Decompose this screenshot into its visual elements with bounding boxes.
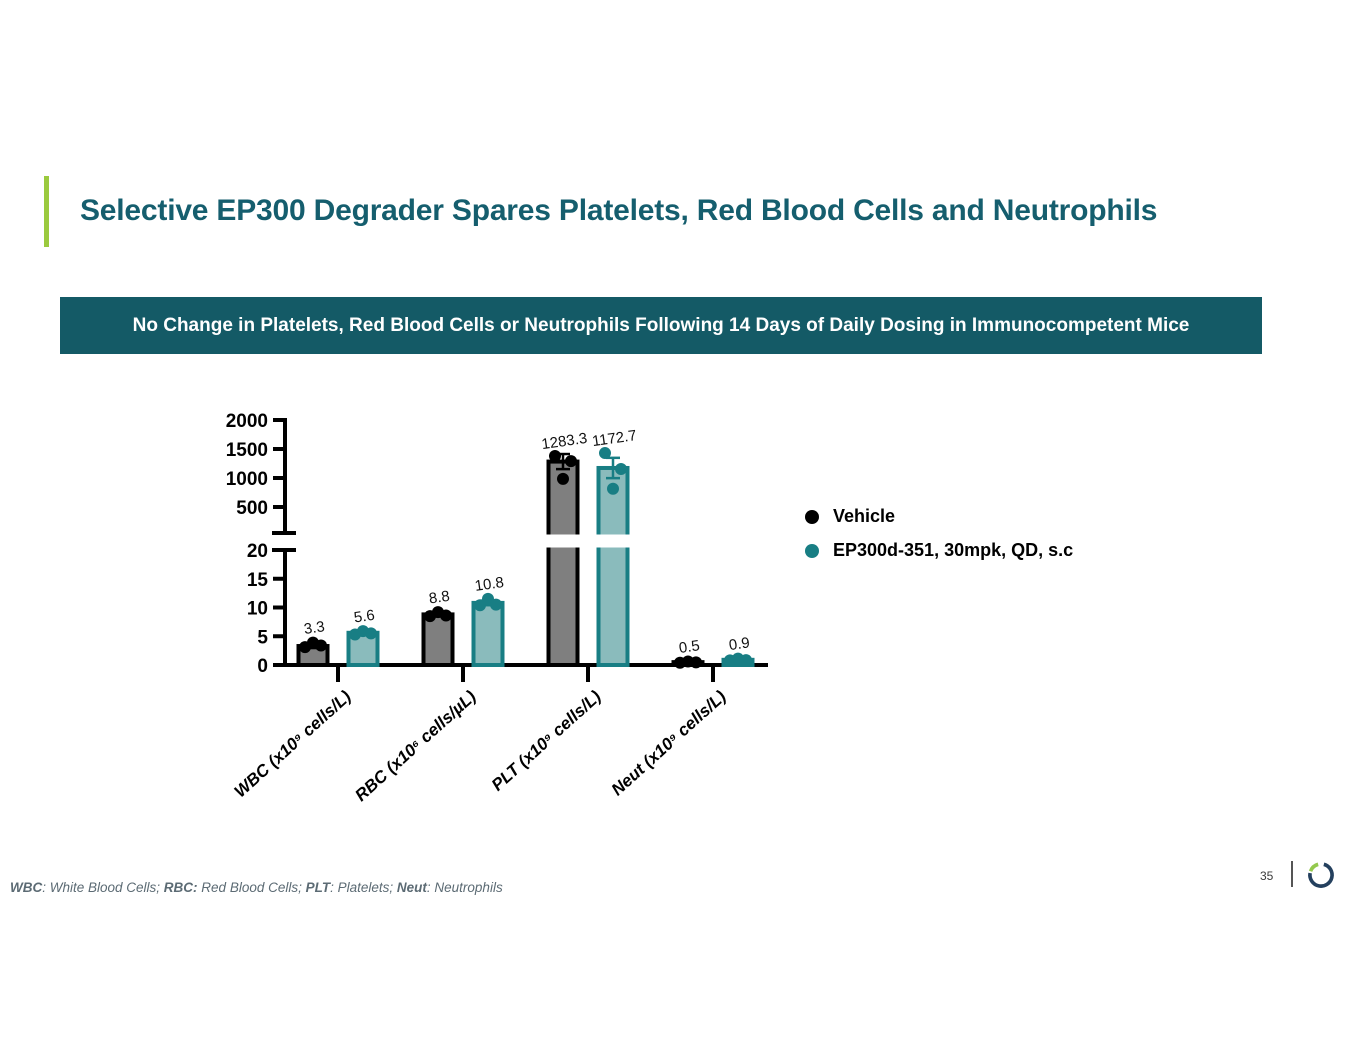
y-tick-label: 15 [247,570,269,591]
y-tick-label: 10 [247,599,268,620]
hematology-bar-chart: 500 1000 1500 2000 0 5 10 15 20 WBC (x10⁹ cells/L… [226,411,768,805]
data-point [740,654,752,667]
y-tick-label: 5 [257,627,268,648]
axis-break-gap [540,534,636,548]
legend-label-treated: EP300d-351, 30mpk, QD, s.c [833,540,1074,560]
y-tick-label: 500 [236,498,268,519]
data-point [599,447,611,460]
key-message-text: No Change in Platelets, Red Blood Cells … [132,314,1190,336]
value-label: 3.3 [303,618,326,638]
footer-divider [1291,861,1293,887]
legend-item-vehicle: Vehicle [805,506,1073,527]
value-label: 5.6 [353,607,376,627]
value-label: 8.8 [428,588,451,608]
data-point [690,656,702,669]
category-label: Neut (x10⁹ cells/L) [608,687,730,800]
slide-title: Selective EP300 Degrader Spares Platelet… [80,194,1158,227]
legend-item-treated: EP300d-351, 30mpk, QD, s.c [805,540,1073,561]
data-point [615,463,627,476]
data-point [557,472,569,485]
title-accent-bar [44,176,49,247]
chart-legend: Vehicle EP300d-351, 30mpk, QD, s.c [805,506,1073,561]
page-number: 35 [1260,869,1274,883]
legend-marker-treated-icon [805,543,819,558]
key-message-banner: No Change in Platelets, Red Blood Cells … [60,297,1262,354]
data-point [365,627,377,640]
bar [471,600,505,668]
bar [596,465,630,667]
bar [421,612,455,668]
value-label: 0.5 [678,637,701,657]
y-tick-label: 1500 [226,440,268,461]
footnote: WBC: White Blood Cells; RBC: Red Blood C… [10,880,503,895]
y-tick-label: 2000 [226,411,268,432]
data-point [440,609,452,622]
legend-marker-vehicle-icon [805,509,819,524]
y-tick-label: 1000 [226,469,268,490]
category-label: PLT (x10⁹ cells/L) [488,687,605,795]
value-label: 1283.3 [540,430,588,453]
data-point [315,639,327,652]
legend-label-vehicle: Vehicle [833,506,896,526]
category-label: RBC (x10⁶ cells/µL) [351,687,480,805]
y-tick-label: 20 [247,541,268,562]
data-point [607,482,619,495]
data-point [565,455,577,468]
y-tick-label: 0 [257,656,268,677]
value-label: 10.8 [474,574,505,595]
category-label: WBC (x10⁹ cells/L) [231,687,355,802]
data-point [549,449,561,462]
data-point [474,599,486,612]
value-label: 1172.7 [591,427,638,450]
data-point [490,598,502,611]
value-label: 0.9 [728,634,751,654]
company-logo-icon [1308,862,1334,888]
bar [546,459,580,667]
